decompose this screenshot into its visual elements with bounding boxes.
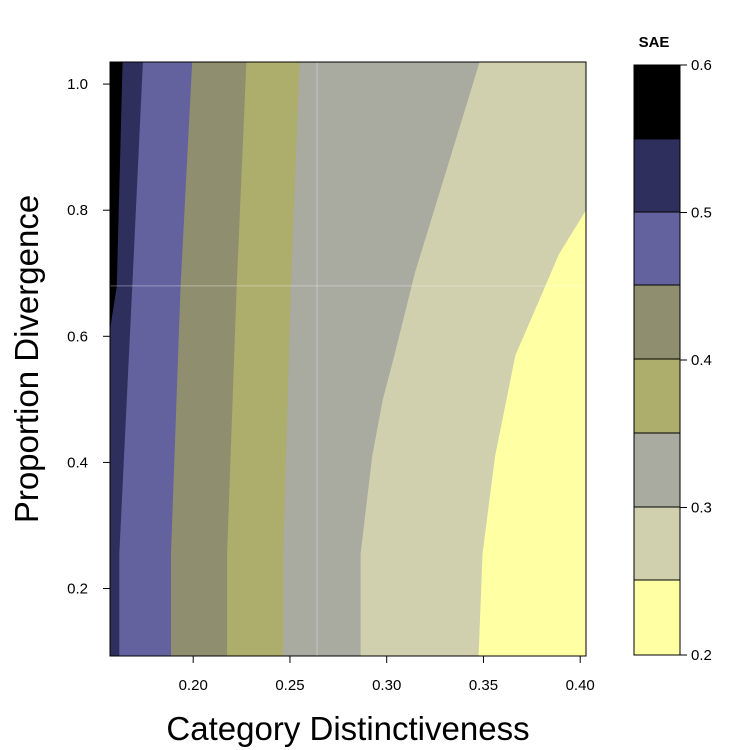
y-tick-label: 0.2	[67, 581, 88, 598]
colorbar-band	[633, 211, 681, 286]
colorbar-tick-label: 0.5	[691, 205, 712, 222]
x-tick-label: 0.25	[275, 677, 304, 694]
x-tick-label: 0.35	[469, 677, 498, 694]
x-tick-label: 0.30	[372, 677, 401, 694]
y-tick-label: 1.0	[67, 76, 88, 93]
colorbar-band	[633, 579, 681, 656]
colorbar-tick-label: 0.6	[691, 57, 712, 74]
colorbar-tick-label: 0.3	[691, 500, 712, 517]
colorbar-band	[633, 506, 681, 581]
y-tick-label: 0.4	[67, 454, 88, 471]
y-tick-label: 0.6	[67, 328, 88, 345]
x-tick-label: 0.20	[179, 677, 208, 694]
colorbar-band	[633, 358, 681, 434]
colorbar-tick-label: 0.4	[691, 352, 712, 369]
contour-band	[110, 62, 123, 330]
colorbar-band	[633, 64, 681, 140]
colorbar-band	[633, 138, 681, 213]
colorbar-ticks: 0.2 0.3 0.4 0.5 0.6	[680, 57, 712, 664]
colorbar-title: SAE	[639, 34, 670, 51]
colorbar-tick-label: 0.2	[691, 647, 712, 664]
x-tick-label: 0.40	[566, 677, 595, 694]
colorbar-band	[633, 284, 681, 360]
colorbar-bands	[633, 64, 681, 656]
y-tick-label: 0.8	[67, 202, 88, 219]
x-axis: 0.20 0.25 0.30 0.35 0.40	[179, 655, 595, 694]
colorbar: SAE 0.2 0.3 0.4 0.5 0.6	[633, 34, 712, 664]
y-axis: 0.2 0.4 0.6 0.8 1.0	[67, 76, 110, 598]
plot-area	[110, 62, 586, 656]
contour-bands	[110, 62, 586, 656]
y-axis-title: Proportion Divergence	[8, 195, 45, 523]
grid-lines	[110, 62, 586, 656]
x-axis-title: Category Distinctiveness	[166, 710, 529, 747]
colorbar-band	[633, 432, 681, 508]
